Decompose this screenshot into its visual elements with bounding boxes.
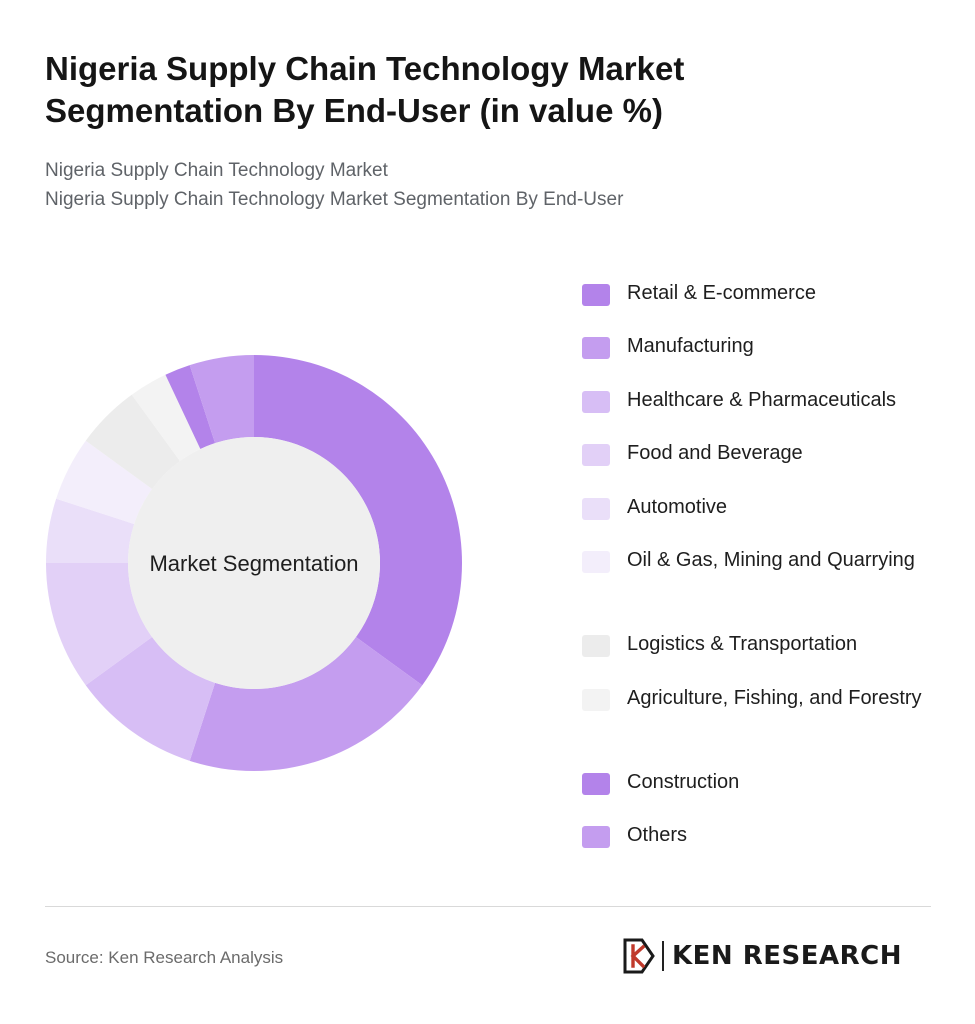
- donut-slice-3[interactable]: [46, 563, 153, 686]
- donut-chart: Market Segmentation: [46, 355, 462, 772]
- donut-slice-9[interactable]: [189, 355, 254, 444]
- legend-label: Food and Beverage: [627, 442, 803, 464]
- ken-research-logo: KEN RESEARCH: [622, 938, 902, 974]
- legend-swatch: [582, 689, 610, 711]
- donut-slice-8[interactable]: [165, 365, 216, 449]
- donut-center-label: Market Segmentation: [149, 551, 358, 576]
- legend-label: Healthcare & Pharmaceuticals: [627, 389, 897, 411]
- legend-swatch: [582, 498, 610, 520]
- subtitle-2: Nigeria Supply Chain Technology Market S…: [45, 189, 624, 210]
- legend-label: Retail & E-commerce: [627, 282, 816, 304]
- legend-label: Manufacturing: [627, 335, 754, 357]
- legend-item[interactable]: Manufacturing: [582, 331, 962, 362]
- legend-item[interactable]: Construction: [582, 767, 962, 798]
- legend-swatch: [582, 773, 610, 795]
- donut-slice-2[interactable]: [85, 637, 216, 761]
- ken-logo-mark-icon: [623, 938, 655, 974]
- title-line-1: Nigeria Supply Chain Technology Market: [45, 50, 685, 87]
- legend-item[interactable]: Food and Beverage: [582, 438, 962, 469]
- legend-swatch: [582, 551, 610, 573]
- legend-item[interactable]: Agriculture, Fishing, and Forestry: [582, 683, 962, 714]
- donut-slice-5[interactable]: [56, 440, 153, 525]
- legend-item[interactable]: Others: [582, 820, 962, 851]
- donut-slices: [46, 355, 462, 772]
- legend-swatch: [582, 635, 610, 657]
- donut-slice-7[interactable]: [131, 374, 201, 462]
- legend-swatch: [582, 826, 610, 848]
- legend-swatch: [582, 391, 610, 413]
- legend-item[interactable]: Oil & Gas, Mining and Quarrying: [582, 545, 962, 576]
- legend-item[interactable]: Logistics & Transportation: [582, 629, 962, 660]
- legend-label: Others: [627, 824, 688, 846]
- legend-item[interactable]: Healthcare & Pharmaceuticals: [582, 385, 962, 416]
- legend-item[interactable]: Retail & E-commerce: [582, 278, 962, 309]
- logo-text: KEN RESEARCH: [672, 941, 902, 971]
- legend-label: Automotive: [627, 496, 728, 518]
- legend-swatch: [582, 444, 610, 466]
- donut-hole: [128, 437, 380, 689]
- logo-separator: [662, 941, 664, 971]
- donut-slice-1[interactable]: [189, 637, 423, 772]
- donut-slice-0[interactable]: [254, 355, 462, 686]
- donut-slice-6[interactable]: [85, 394, 180, 489]
- subtitle-1: Nigeria Supply Chain Technology Market: [45, 160, 388, 181]
- legend-label: Oil & Gas, Mining and Quarrying: [627, 549, 915, 571]
- title-line-2: Segmentation By End-User (in value %): [45, 92, 663, 129]
- footer-divider: [45, 906, 931, 907]
- legend-label: Construction: [627, 771, 740, 793]
- legend-label: Logistics & Transportation: [627, 633, 858, 655]
- legend-item[interactable]: Automotive: [582, 492, 962, 523]
- legend-swatch: [582, 284, 610, 306]
- legend-swatch: [582, 337, 610, 359]
- source-note: Source: Ken Research Analysis: [45, 948, 284, 967]
- donut-slice-4[interactable]: [46, 498, 135, 563]
- chart-title: Nigeria Supply Chain Technology Market S…: [45, 48, 925, 132]
- legend-label: Agriculture, Fishing, and Forestry: [627, 687, 922, 709]
